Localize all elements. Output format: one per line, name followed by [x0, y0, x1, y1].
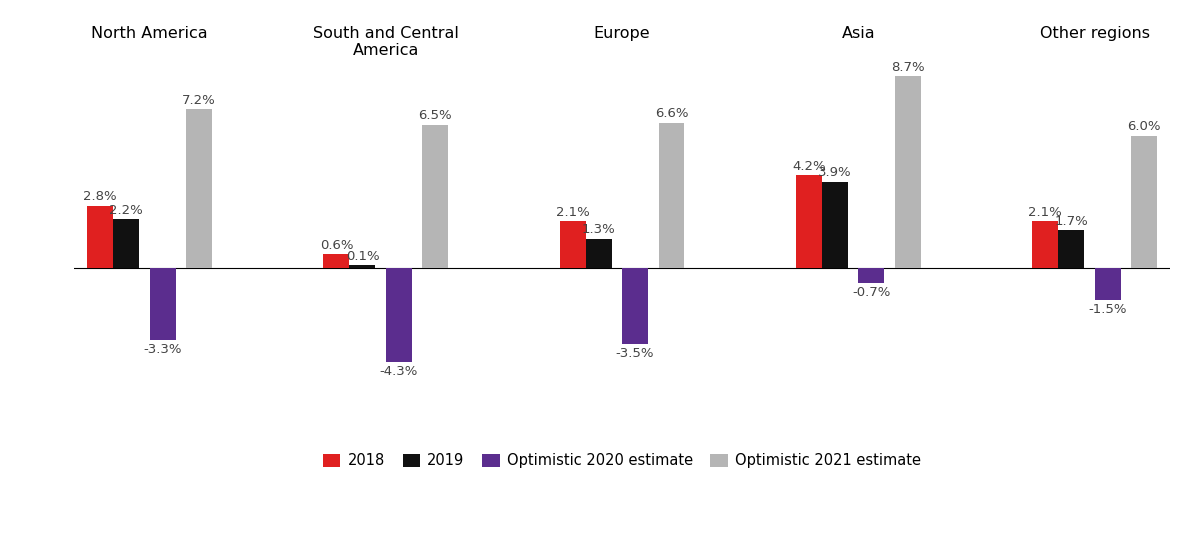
Text: 0.1%: 0.1% [346, 250, 379, 263]
Text: Europe: Europe [594, 26, 651, 41]
Bar [822, 182, 848, 267]
Text: 1.7%: 1.7% [1055, 215, 1088, 228]
Bar [796, 175, 822, 267]
Bar [858, 267, 884, 283]
Text: Asia: Asia [841, 26, 876, 41]
Text: 8.7%: 8.7% [891, 61, 924, 74]
Bar [1058, 230, 1084, 267]
Bar [1032, 221, 1058, 267]
Bar [114, 219, 139, 267]
Bar [186, 109, 212, 267]
Text: South and Central
America: South and Central America [313, 26, 459, 58]
Text: -4.3%: -4.3% [379, 365, 418, 378]
Text: 7.2%: 7.2% [182, 94, 216, 107]
Bar [422, 125, 448, 267]
Bar [585, 239, 611, 267]
Text: North America: North America [91, 26, 207, 41]
Text: 6.0%: 6.0% [1127, 120, 1161, 133]
Bar [88, 206, 114, 267]
Text: 4.2%: 4.2% [793, 160, 826, 173]
Bar [324, 254, 350, 267]
Text: 0.6%: 0.6% [320, 239, 353, 252]
Bar [559, 221, 585, 267]
Text: -3.5%: -3.5% [616, 347, 654, 360]
Text: 2.2%: 2.2% [109, 204, 143, 217]
Bar [1130, 136, 1157, 267]
Text: -3.3%: -3.3% [143, 343, 181, 356]
Bar [1095, 267, 1121, 300]
Text: -1.5%: -1.5% [1088, 303, 1127, 316]
Legend: 2018, 2019, Optimistic 2020 estimate, Optimistic 2021 estimate: 2018, 2019, Optimistic 2020 estimate, Op… [318, 447, 927, 474]
Text: -0.7%: -0.7% [852, 285, 891, 299]
Text: 2.8%: 2.8% [83, 191, 117, 204]
Bar [895, 76, 921, 267]
Text: 1.3%: 1.3% [582, 223, 616, 237]
Text: 2.1%: 2.1% [1029, 206, 1062, 219]
Text: 6.6%: 6.6% [655, 107, 688, 120]
Bar [622, 267, 648, 344]
Bar [350, 265, 376, 267]
Text: 2.1%: 2.1% [556, 206, 590, 219]
Text: 6.5%: 6.5% [418, 109, 451, 122]
Text: Other regions: Other regions [1039, 26, 1149, 41]
Text: 3.9%: 3.9% [818, 166, 852, 180]
Bar [149, 267, 175, 340]
Bar [386, 267, 412, 362]
Bar [659, 122, 685, 267]
